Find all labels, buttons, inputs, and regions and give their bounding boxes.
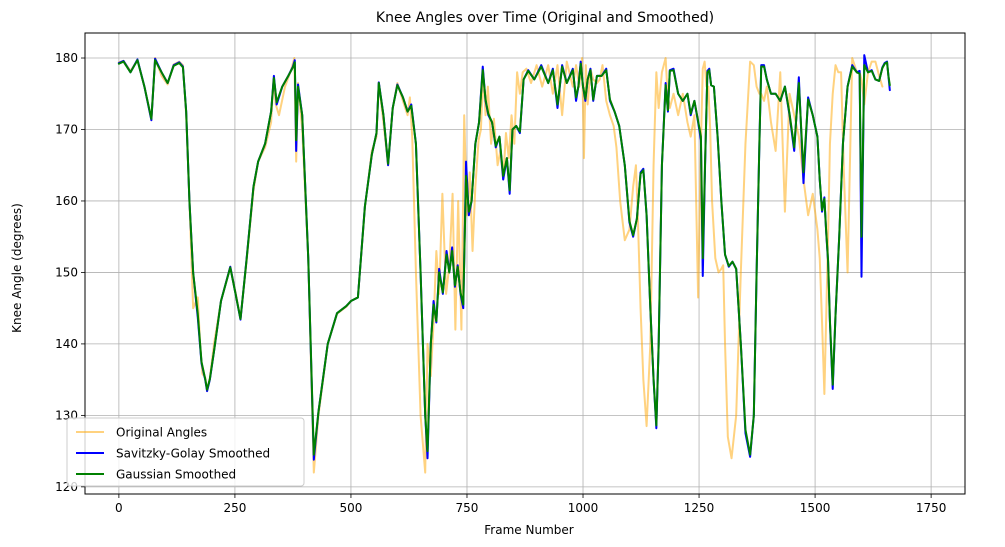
series-layer xyxy=(117,54,891,474)
legend: Original Angles Savitzky-Golay Smoothed … xyxy=(66,417,305,487)
y-tick-label: 140 xyxy=(55,337,78,351)
x-tick-label: 750 xyxy=(456,501,479,515)
x-tick-label: 1250 xyxy=(684,501,715,515)
x-tick-label: 1750 xyxy=(916,501,947,515)
y-tick-label: 180 xyxy=(55,51,78,65)
legend-label-original: Original Angles xyxy=(116,426,207,440)
x-axis-label: Frame Number xyxy=(484,523,573,537)
y-axis-label: Knee Angle (degrees) xyxy=(10,203,24,333)
chart-title: Knee Angles over Time (Original and Smoo… xyxy=(376,10,714,26)
x-tick-label: 0 xyxy=(115,501,123,515)
x-tick-label: 1500 xyxy=(800,501,831,515)
legend-box xyxy=(66,417,305,487)
x-tick-label: 1000 xyxy=(568,501,599,515)
series-line-gaussian xyxy=(117,59,891,456)
legend-label-gaussian: Gaussian Smoothed xyxy=(116,468,236,482)
x-tick-label: 250 xyxy=(223,501,246,515)
x-tick-label: 500 xyxy=(339,501,362,515)
y-tick-label: 150 xyxy=(55,265,78,279)
series-line-original xyxy=(117,57,884,474)
ticks: 0 250 500 750 1000 1250 1500 175012013014015016… xyxy=(55,51,946,515)
y-tick-label: 170 xyxy=(55,122,78,136)
plot-frame xyxy=(84,32,966,495)
y-tick-label: 160 xyxy=(55,194,78,208)
legend-label-savgol: Savitzky-Golay Smoothed xyxy=(116,447,270,461)
